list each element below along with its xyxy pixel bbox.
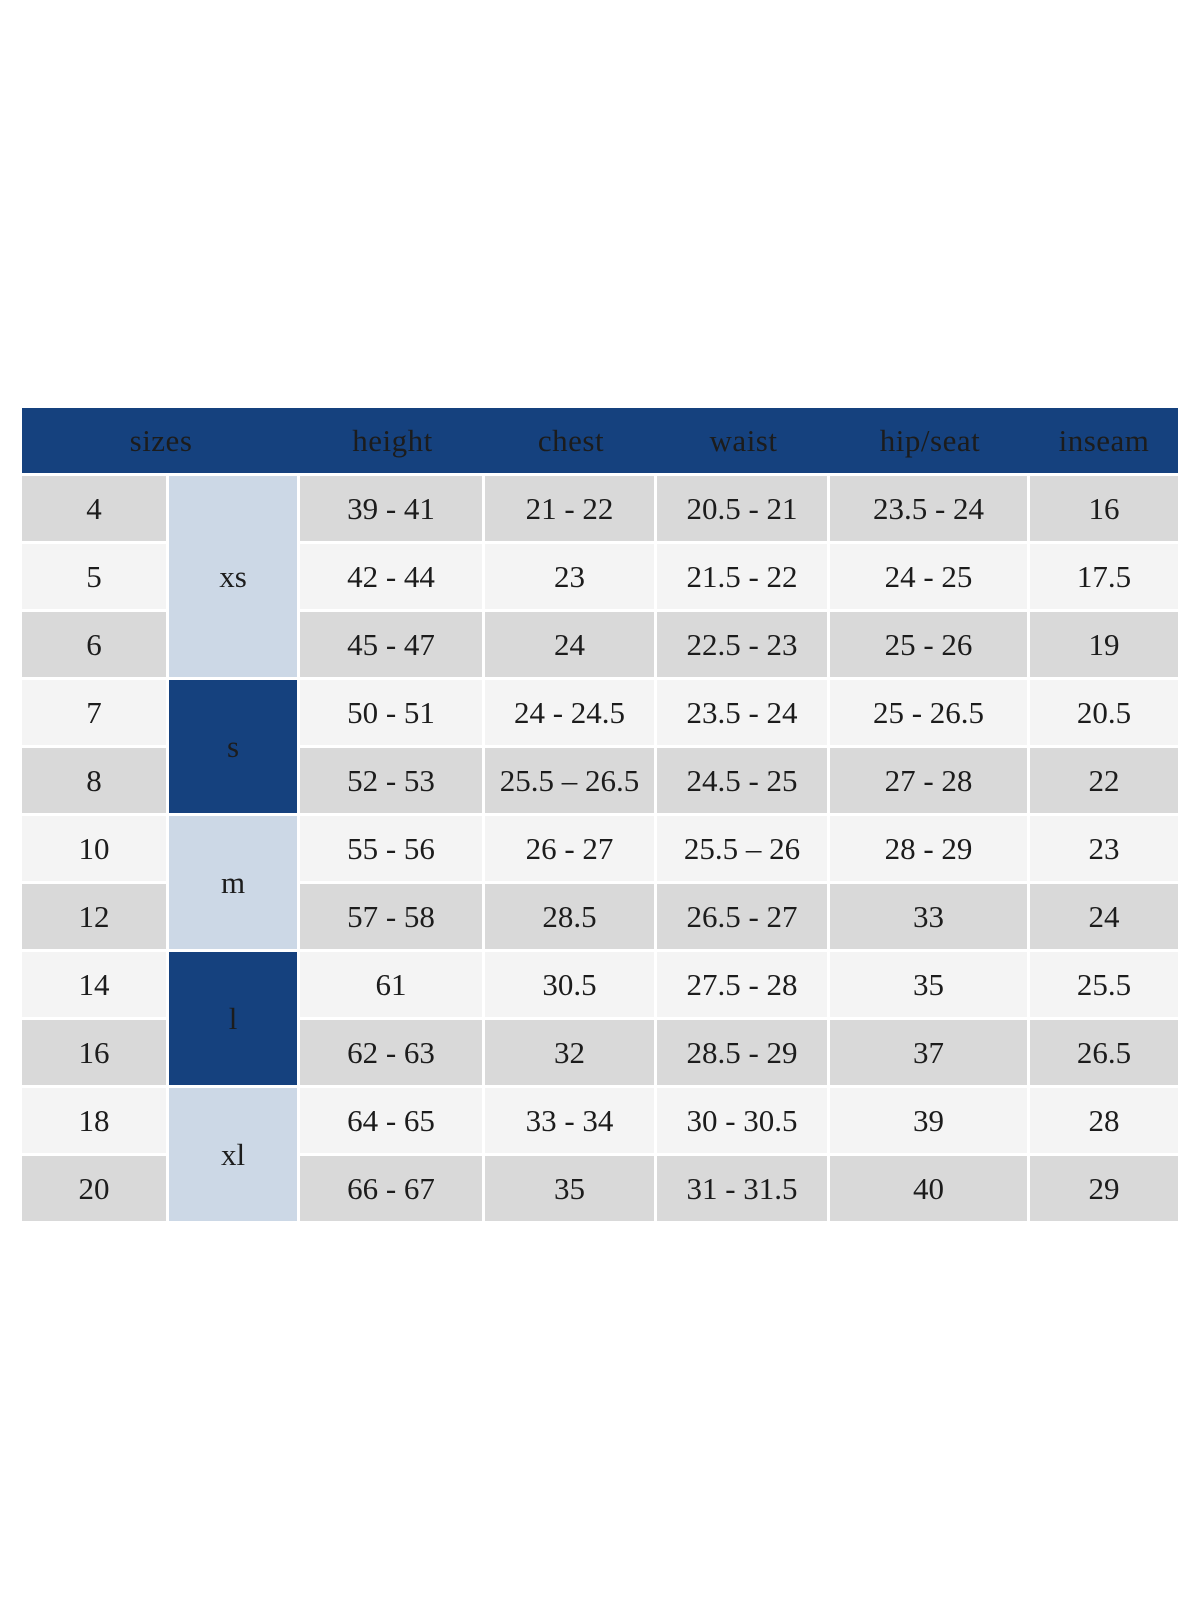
size-cell: 4 <box>22 476 169 544</box>
chest-cell: 23 <box>485 544 658 612</box>
height-cell: 55 - 56 <box>300 816 486 884</box>
size-cell: 20 <box>22 1156 169 1224</box>
height-cell: 42 - 44 <box>300 544 486 612</box>
group-cell-m: m <box>169 816 301 952</box>
table-body: 4 xs 39 - 41 21 - 22 20.5 - 21 23.5 - 24 16 5 42… <box>22 476 1179 1224</box>
waist-cell: 24.5 - 25 <box>657 748 831 816</box>
column-header-sizes: sizes <box>22 408 301 476</box>
size-cell: 5 <box>22 544 169 612</box>
table-row: 4 xs 39 - 41 21 - 22 20.5 - 21 23.5 - 24 16 <box>22 476 1179 680</box>
height-cell: 52 - 53 <box>300 748 486 816</box>
height-cell: 66 - 67 <box>300 1156 486 1224</box>
waist-cell: 30 - 30.5 <box>657 1088 831 1156</box>
waist-cell: 21.5 - 22 <box>657 544 831 612</box>
column-header-inseam: inseam <box>1030 408 1179 476</box>
table-row: 7 s 50 - 51 24 - 24.5 23.5 - 24 25 - 26.5 20.5 <box>22 680 1179 816</box>
size-cell: 14 <box>22 952 169 1020</box>
height-cell: 57 - 58 <box>300 884 486 952</box>
chest-cell: 28.5 <box>485 884 658 952</box>
size-cell: 7 <box>22 680 169 748</box>
table-row: 6 45 - 47 24 22.5 - 23 25 - 26 19 <box>22 612 1179 680</box>
chest-cell: 21 - 22 <box>485 476 658 544</box>
hip-seat-cell: 25 - 26 <box>830 612 1031 680</box>
height-cell: 62 - 63 <box>300 1020 486 1088</box>
table-row: 10 m 55 - 56 26 - 27 25.5 – 26 28 - 29 23 <box>22 816 1179 952</box>
column-header-waist: waist <box>657 408 831 476</box>
chest-cell: 32 <box>485 1020 658 1088</box>
hip-seat-cell: 37 <box>830 1020 1031 1088</box>
waist-cell: 31 - 31.5 <box>657 1156 831 1224</box>
column-header-height: height <box>300 408 486 476</box>
table-row: 5 42 - 44 23 21.5 - 22 24 - 25 17.5 <box>22 544 1179 612</box>
inseam-cell: 22 <box>1030 748 1179 816</box>
waist-cell: 25.5 – 26 <box>657 816 831 884</box>
inseam-cell: 26.5 <box>1030 1020 1179 1088</box>
hip-seat-cell: 24 - 25 <box>830 544 1031 612</box>
group-cell-s: s <box>169 680 301 816</box>
waist-cell: 20.5 - 21 <box>657 476 831 544</box>
chest-cell: 24 <box>485 612 658 680</box>
inseam-cell: 24 <box>1030 884 1179 952</box>
height-cell: 64 - 65 <box>300 1088 486 1156</box>
hip-seat-cell: 33 <box>830 884 1031 952</box>
size-cell: 18 <box>22 1088 169 1156</box>
hip-seat-cell: 27 - 28 <box>830 748 1031 816</box>
table-row: 20 66 - 67 35 31 - 31.5 40 29 <box>22 1156 1179 1224</box>
chest-cell: 35 <box>485 1156 658 1224</box>
hip-seat-cell: 25 - 26.5 <box>830 680 1031 748</box>
inseam-cell: 16 <box>1030 476 1179 544</box>
height-cell: 61 <box>300 952 486 1020</box>
inseam-cell: 28 <box>1030 1088 1179 1156</box>
table-row: 8 52 - 53 25.5 – 26.5 24.5 - 25 27 - 28 22 <box>22 748 1179 816</box>
table-row: 12 57 - 58 28.5 26.5 - 27 33 24 <box>22 884 1179 952</box>
size-chart-table: sizes height chest waist hip/seat inseam… <box>22 408 1179 1224</box>
size-cell: 10 <box>22 816 169 884</box>
table-row: 14 l 61 30.5 27.5 - 28 35 25.5 <box>22 952 1179 1088</box>
hip-seat-cell: 40 <box>830 1156 1031 1224</box>
table-row: 18 xl 64 - 65 33 - 34 30 - 30.5 39 28 <box>22 1088 1179 1224</box>
height-cell: 45 - 47 <box>300 612 486 680</box>
hip-seat-cell: 23.5 - 24 <box>830 476 1031 544</box>
chest-cell: 33 - 34 <box>485 1088 658 1156</box>
chest-cell: 24 - 24.5 <box>485 680 658 748</box>
waist-cell: 26.5 - 27 <box>657 884 831 952</box>
chest-cell: 26 - 27 <box>485 816 658 884</box>
inseam-cell: 20.5 <box>1030 680 1179 748</box>
header-row: sizes height chest waist hip/seat inseam <box>22 408 1179 476</box>
hip-seat-cell: 35 <box>830 952 1031 1020</box>
height-cell: 50 - 51 <box>300 680 486 748</box>
size-cell: 12 <box>22 884 169 952</box>
table-row: 16 62 - 63 32 28.5 - 29 37 26.5 <box>22 1020 1179 1088</box>
inseam-cell: 25.5 <box>1030 952 1179 1020</box>
inseam-cell: 19 <box>1030 612 1179 680</box>
size-cell: 6 <box>22 612 169 680</box>
waist-cell: 22.5 - 23 <box>657 612 831 680</box>
inseam-cell: 29 <box>1030 1156 1179 1224</box>
size-cell: 16 <box>22 1020 169 1088</box>
waist-cell: 27.5 - 28 <box>657 952 831 1020</box>
height-cell: 39 - 41 <box>300 476 486 544</box>
inseam-cell: 17.5 <box>1030 544 1179 612</box>
column-header-chest: chest <box>485 408 658 476</box>
group-cell-xs: xs <box>169 476 301 680</box>
chest-cell: 25.5 – 26.5 <box>485 748 658 816</box>
size-cell: 8 <box>22 748 169 816</box>
hip-seat-cell: 28 - 29 <box>830 816 1031 884</box>
column-header-hip-seat: hip/seat <box>830 408 1031 476</box>
waist-cell: 28.5 - 29 <box>657 1020 831 1088</box>
group-cell-xl: xl <box>169 1088 301 1224</box>
inseam-cell: 23 <box>1030 816 1179 884</box>
chest-cell: 30.5 <box>485 952 658 1020</box>
group-cell-l: l <box>169 952 301 1088</box>
hip-seat-cell: 39 <box>830 1088 1031 1156</box>
waist-cell: 23.5 - 24 <box>657 680 831 748</box>
